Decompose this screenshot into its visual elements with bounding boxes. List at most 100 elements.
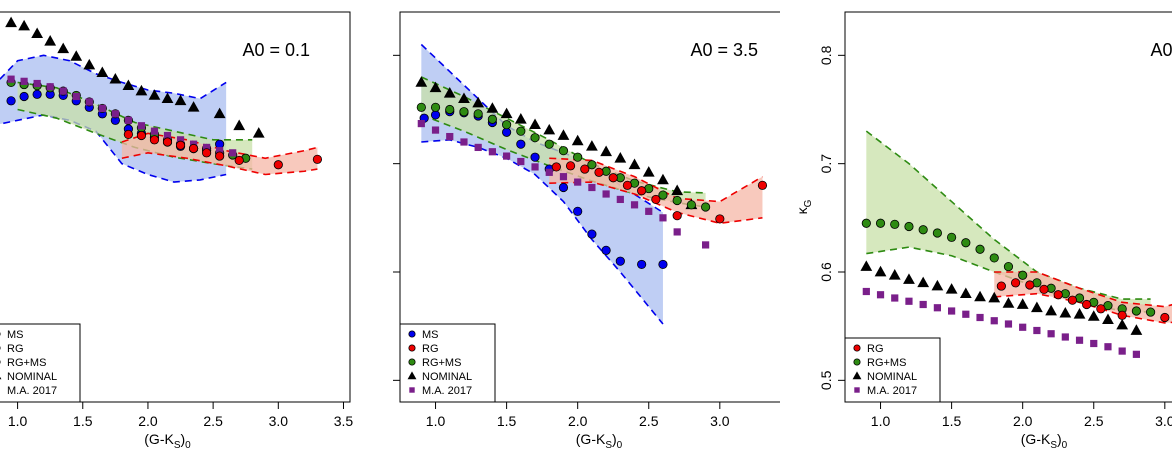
point-m-a-2017 <box>876 291 885 299</box>
point-ms <box>601 245 611 255</box>
point-m-a-2017 <box>85 98 93 106</box>
point-rg <box>1053 290 1063 300</box>
point-m-a-2017 <box>630 201 639 209</box>
point-m-a-2017 <box>176 136 185 144</box>
legend-box <box>399 323 496 403</box>
point-nominal <box>500 107 513 119</box>
point-nominal <box>429 81 442 93</box>
point-m-a-2017 <box>891 294 899 302</box>
point-rg-ms <box>947 232 957 242</box>
point-nominal <box>543 123 556 135</box>
chart-panel-3: 1.01.52.02.53.03.50.50.60.70.8κG(G-KS)0A… <box>794 11 1172 450</box>
legend-label: RG+MS <box>422 357 461 369</box>
point-nominal <box>514 113 527 124</box>
point-rg-ms <box>544 139 554 149</box>
point-nominal <box>657 173 669 185</box>
point-m-a-2017 <box>72 92 80 101</box>
point-rg <box>1096 304 1106 314</box>
x-tick-label: 3.0 <box>269 413 289 429</box>
point-m-a-2017 <box>616 195 624 204</box>
point-m-a-2017 <box>588 183 596 192</box>
legend-label: M.A. 2017 <box>867 385 917 397</box>
point-nominal <box>1002 297 1015 308</box>
point-nominal <box>614 152 627 163</box>
point-rg <box>637 186 647 196</box>
point-m-a-2017 <box>46 83 54 91</box>
panel-content: 1.01.52.02.53.03.50.50.60.70.8κG(G-KS)0A… <box>794 11 1172 450</box>
point-rg <box>175 140 186 150</box>
point-m-a-2017 <box>702 241 710 249</box>
point-rg-ms <box>459 107 469 117</box>
x-tick-label: 2.5 <box>1084 413 1104 429</box>
point-nominal <box>931 279 944 291</box>
point-rg-ms <box>487 114 497 124</box>
point-m-a-2017 <box>1047 330 1055 338</box>
point-m-a-2017 <box>137 122 146 130</box>
point-ms <box>502 127 512 137</box>
point-nominal <box>988 291 1001 303</box>
x-tick-label: 3.5 <box>334 413 354 429</box>
point-nominal <box>874 265 887 277</box>
x-axis-label: (G-KS)0 <box>1021 431 1068 450</box>
x-axis-label: (G-KS)0 <box>144 431 191 450</box>
point-rg <box>565 161 576 171</box>
point-nominal <box>860 260 873 271</box>
band-lower-ms <box>0 114 227 183</box>
legend-marker <box>408 344 416 352</box>
point-ms <box>573 206 583 216</box>
point-m-a-2017 <box>990 317 998 325</box>
legend-label: M.A. 2017 <box>7 385 57 397</box>
band-upper-rg <box>994 271 1172 308</box>
panel-annotation: A0 = 0.1 <box>242 40 310 60</box>
point-m-a-2017 <box>1132 350 1140 358</box>
point-nominal <box>458 92 470 104</box>
point-m-a-2017 <box>574 178 582 186</box>
point-m-a-2017 <box>20 77 28 85</box>
point-m-a-2017 <box>111 110 119 118</box>
legend-marker <box>408 330 416 338</box>
x-tick-label: 1.5 <box>497 413 517 429</box>
y-tick-label: 0.6 <box>373 262 389 282</box>
x-tick-label: 1.0 <box>8 413 28 429</box>
point-nominal <box>1016 298 1029 309</box>
legend-marker <box>0 376 2 380</box>
band-lower-rg-ms <box>866 246 1151 313</box>
point-nominal <box>96 66 109 78</box>
point-m-a-2017 <box>962 310 970 318</box>
point-rg-ms <box>587 160 597 170</box>
point-rg-ms <box>875 218 886 228</box>
point-m-a-2017 <box>1061 333 1069 341</box>
point-m-a-2017 <box>460 138 468 146</box>
point-m-a-2017 <box>203 143 211 152</box>
band-lower-ms <box>421 139 664 325</box>
point-rg <box>622 180 633 190</box>
point-rg <box>162 137 173 147</box>
point-rg <box>149 135 160 145</box>
x-tick-label: 1.5 <box>942 413 962 429</box>
legend-label: M.A. 2017 <box>422 385 472 397</box>
legend-box <box>844 337 941 403</box>
x-tick-label: 2.5 <box>639 413 659 429</box>
point-nominal <box>974 290 986 302</box>
y-axis-label: κG <box>794 199 814 214</box>
legend-marker <box>409 387 415 393</box>
point-m-a-2017 <box>488 148 496 156</box>
point-nominal <box>600 145 612 157</box>
point-nominal <box>1102 313 1114 325</box>
point-m-a-2017 <box>98 104 106 113</box>
point-nominal <box>472 96 485 108</box>
y-tick-label: 0.5 <box>373 370 389 390</box>
point-nominal <box>1059 306 1072 318</box>
point-m-a-2017 <box>531 163 539 171</box>
point-m-a-2017 <box>545 168 553 176</box>
point-ms <box>530 152 540 162</box>
point-nominal <box>945 283 958 294</box>
point-nominal <box>1031 301 1043 313</box>
point-nominal <box>233 119 246 131</box>
band-upper-rg-ms <box>420 76 706 194</box>
point-nominal <box>187 101 200 112</box>
point-nominal <box>1073 308 1086 319</box>
point-nominal <box>44 35 57 46</box>
point-ms <box>430 110 441 120</box>
